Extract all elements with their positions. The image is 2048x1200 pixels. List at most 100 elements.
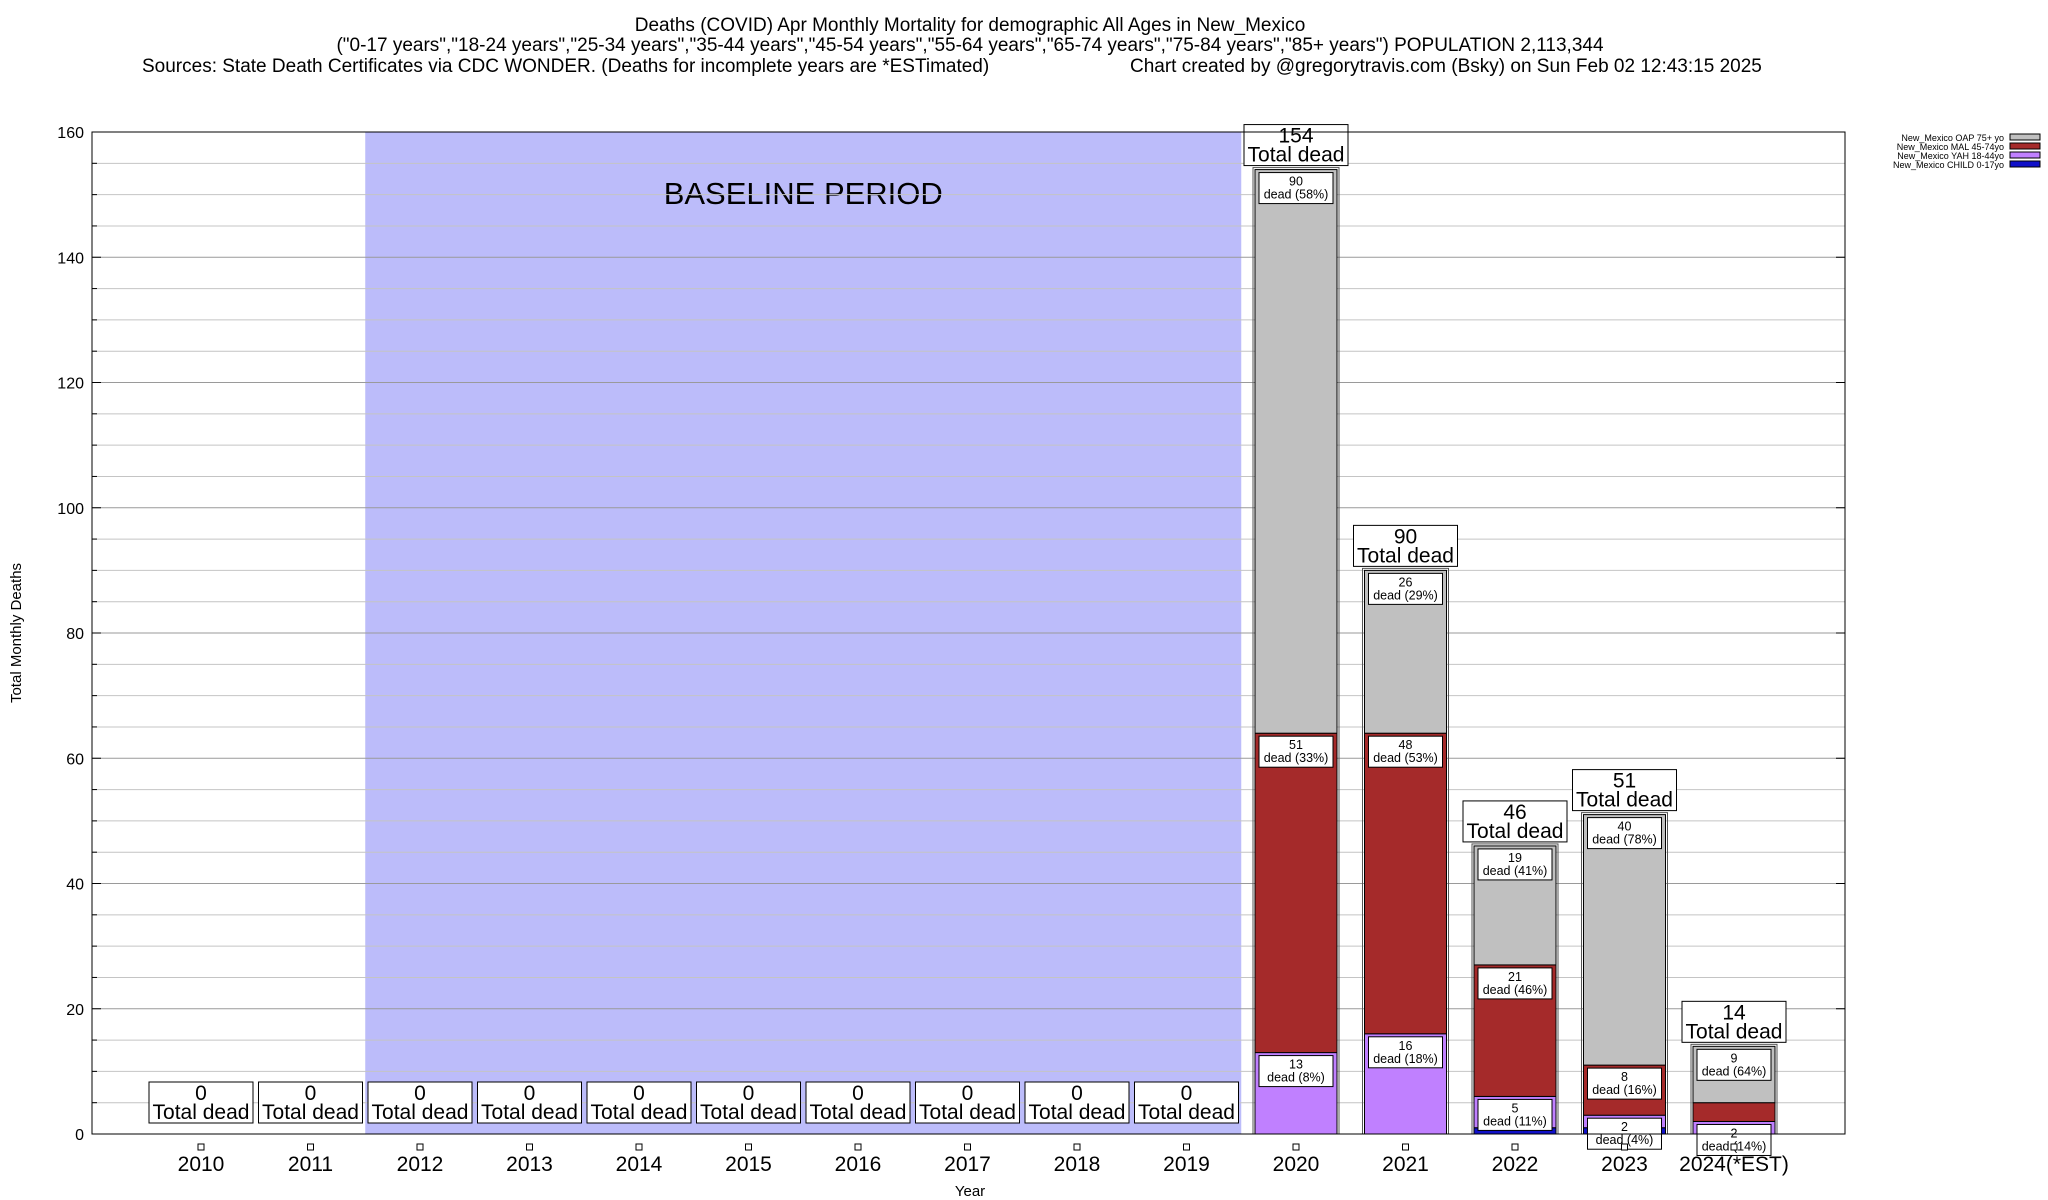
total-label-box: [1024, 1081, 1130, 1124]
total-dead-label: Total dead: [1029, 1101, 1126, 1124]
y-tick-label: 80: [66, 626, 84, 643]
y-tick-label: 0: [75, 1127, 84, 1144]
total-dead-label: Total dead: [810, 1101, 907, 1124]
segment-value-label: 90: [1289, 175, 1303, 189]
legend-swatch: [2009, 151, 2041, 159]
x-tick-label: 2014: [616, 1153, 663, 1176]
chart-credit: Chart created by @gregorytravis.com (Bsk…: [1130, 56, 1762, 77]
total-value-label: 14: [1722, 1001, 1746, 1024]
segment-value-label: 2: [1621, 1120, 1628, 1134]
total-label-box: [1353, 524, 1458, 567]
total-dead-label: Total dead: [591, 1101, 688, 1124]
bar-segment: [1254, 732, 1338, 1054]
segment-label-box: [1368, 1036, 1443, 1069]
total-value-label: 90: [1394, 525, 1417, 548]
total-dead-label: Total dead: [1686, 1020, 1783, 1043]
segment-value-label: 5: [1512, 1101, 1519, 1115]
x-point-marker: [416, 1143, 424, 1151]
x-point-marker: [745, 1143, 752, 1151]
x-tick-label: 2024(*EST): [1679, 1153, 1789, 1176]
total-dead-label: Total dead: [1138, 1101, 1235, 1124]
x-point-marker: [1073, 1143, 1081, 1151]
x-point-marker: [964, 1143, 971, 1151]
segment-percent-label: dead (33%): [1264, 751, 1329, 765]
total-dead-label: Total dead: [1467, 820, 1564, 843]
bar-segment: [1692, 1102, 1776, 1122]
x-tick-label: 2019: [1163, 1153, 1210, 1176]
legend-label: New_Mexico CHILD 0-17yo: [1893, 160, 2004, 170]
total-dead-label: Total dead: [919, 1101, 1016, 1124]
total-value-label: 0: [524, 1082, 536, 1105]
y-tick-label: 120: [57, 376, 84, 393]
x-point-marker: [1730, 1143, 1738, 1151]
x-point-marker: [1621, 1143, 1628, 1151]
legend-label: New_Mexico YAH 18-44yo: [1897, 151, 2004, 161]
segment-value-label: 51: [1289, 738, 1303, 752]
segment-percent-label: dead (78%): [1592, 833, 1657, 847]
segment-percent-label: dead (18%): [1373, 1052, 1438, 1066]
total-dead-label: Total dead: [1576, 789, 1673, 812]
segment-percent-label: dead (29%): [1373, 588, 1438, 602]
segment-value-label: 2: [1731, 1126, 1738, 1140]
total-label-box: [367, 1081, 473, 1124]
total-label-box: [1572, 769, 1677, 812]
total-label-box: [915, 1081, 1020, 1124]
segment-label-box: [1258, 172, 1334, 205]
x-point-marker: [1292, 1143, 1300, 1151]
x-point-marker: [1183, 1143, 1190, 1151]
segment-percent-label: dead (4%): [1596, 1133, 1654, 1147]
total-value-label: 0: [852, 1082, 864, 1105]
x-tick-label: 2011: [288, 1153, 333, 1176]
segment-percent-label: dead (41%): [1483, 864, 1548, 878]
segment-value-label: 8: [1621, 1070, 1628, 1084]
total-dead-label: Total dead: [1357, 544, 1454, 567]
total-dead-label: Total dead: [372, 1101, 469, 1124]
legend-swatch: [2009, 142, 2041, 150]
total-value-label: 154: [1278, 125, 1313, 148]
x-tick-label: 2020: [1273, 1153, 1320, 1176]
x-point-marker: [1402, 1143, 1409, 1151]
segment-label-box: [1587, 817, 1662, 850]
segment-label-box: [1258, 1055, 1334, 1088]
x-point-marker: [307, 1143, 314, 1151]
total-label-box: [1462, 800, 1568, 843]
segment-label-box: [1587, 1067, 1662, 1100]
segment-value-label: 48: [1399, 738, 1413, 752]
total-value-label: 0: [743, 1082, 755, 1105]
segment-value-label: 21: [1508, 970, 1522, 984]
segment-value-label: 13: [1289, 1058, 1303, 1072]
y-tick-label: 60: [66, 751, 84, 768]
bar-segment: [1583, 814, 1666, 1066]
y-tick-label: 100: [57, 501, 84, 518]
x-point-marker: [635, 1143, 643, 1151]
chart-title: Deaths (COVID) Apr Monthly Mortality for…: [635, 15, 1306, 36]
x-tick-label: 2022: [1492, 1153, 1539, 1176]
total-dead-label: Total dead: [481, 1101, 578, 1124]
segment-percent-label: dead (53%): [1373, 751, 1438, 765]
chart-subtitle-sources: Sources: State Death Certificates via CD…: [142, 56, 989, 77]
segment-percent-label: dead (58%): [1264, 188, 1329, 202]
segment-percent-label: dead (11%): [1483, 1114, 1547, 1128]
total-value-label: 0: [414, 1082, 426, 1105]
total-dead-label: Total dead: [262, 1101, 359, 1124]
x-tick-label: 2010: [178, 1153, 225, 1176]
x-point-marker: [854, 1143, 862, 1151]
segment-value-label: 40: [1618, 820, 1632, 834]
segment-percent-label: dead (46%): [1483, 983, 1548, 997]
y-tick-label: 160: [57, 125, 84, 142]
legend-swatch: [2009, 133, 2041, 141]
segment-value-label: 9: [1731, 1051, 1738, 1065]
legend-label: New_Mexico OAP 75+ yo: [1901, 133, 2004, 143]
total-value-label: 0: [305, 1082, 317, 1105]
